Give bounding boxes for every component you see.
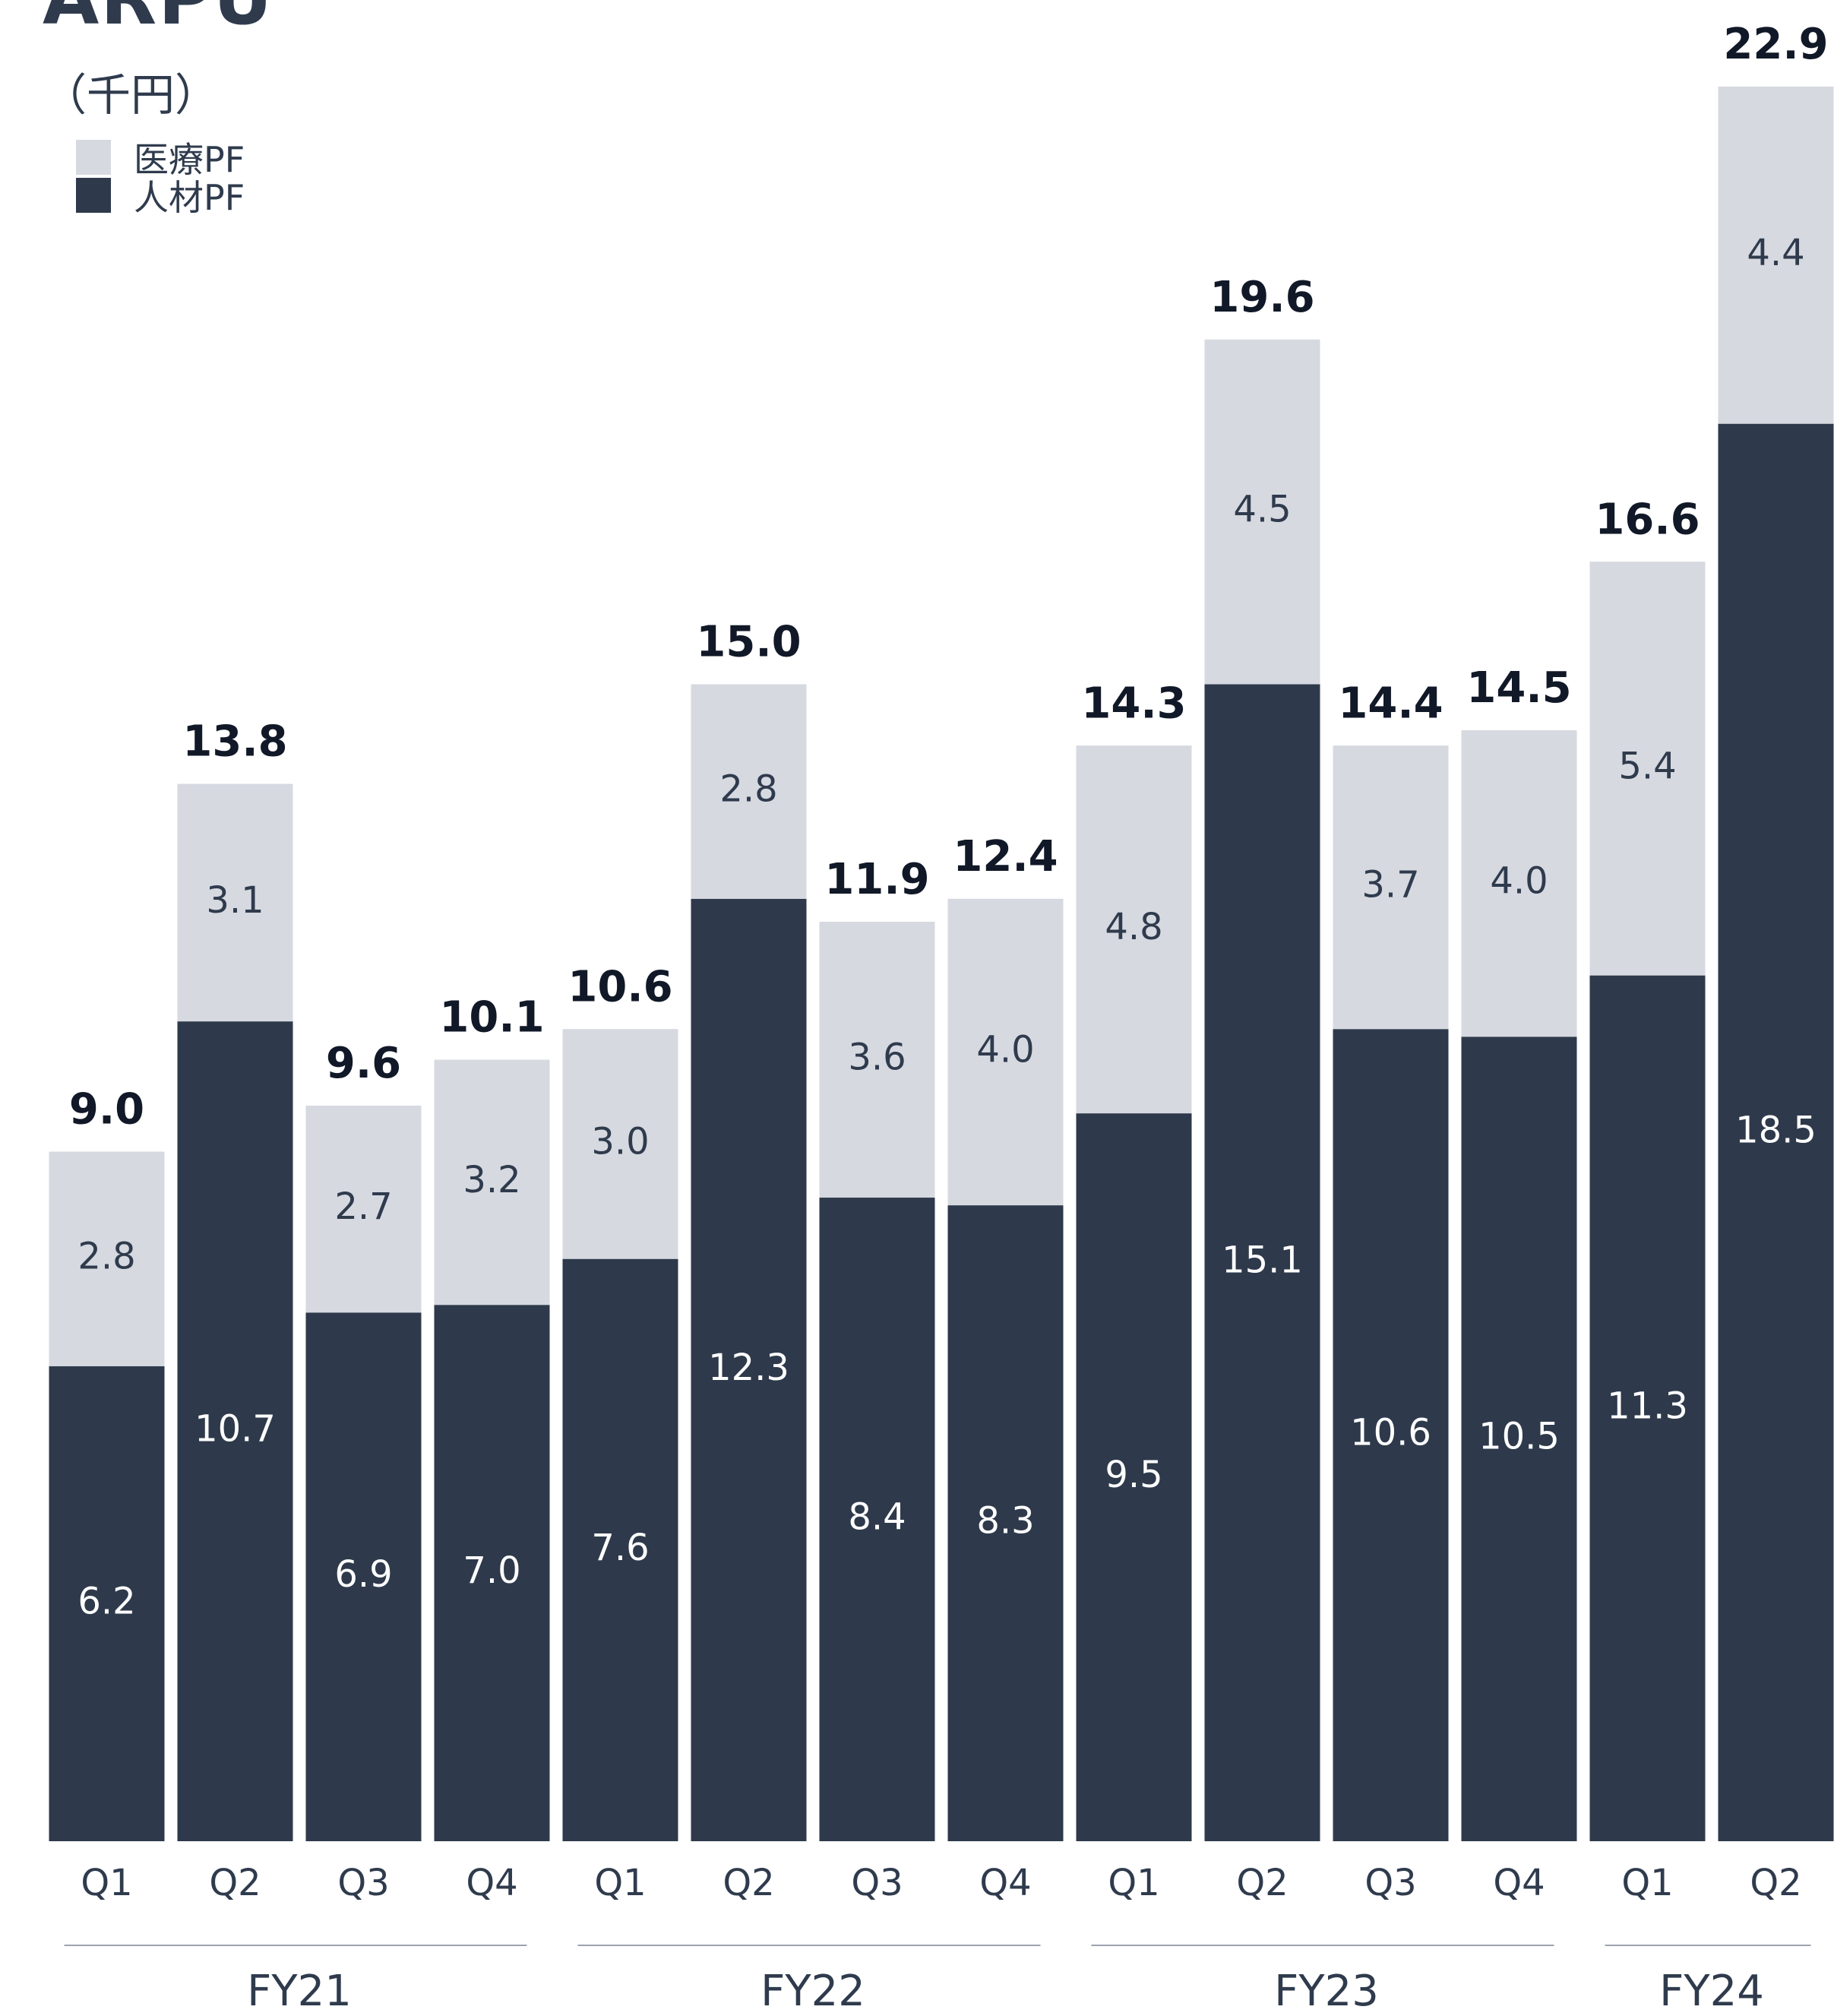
value-label-hr-pf-7: 8.3 [976,1500,1034,1543]
group-label-0: FY21 [247,1967,352,2016]
total-label-6: 11.9 [824,855,929,904]
value-label-medical-pf-4: 3.0 [591,1120,649,1163]
bar-medical-pf-2 [305,1106,422,1313]
unit-label: （千円） [43,69,220,121]
bar-hr-pf-4 [562,1258,678,1841]
bar-medical-pf-6 [819,922,935,1198]
value-label-medical-pf-12: 5.4 [1618,745,1676,787]
value-label-hr-pf-4: 7.6 [591,1527,649,1569]
bar-medical-pf-7 [947,898,1064,1206]
value-label-hr-pf-3: 7.0 [463,1549,520,1592]
legend-label-medical-pf: 医療PF [134,139,245,180]
x-tick-label-7: Q4 [979,1862,1031,1904]
legend-swatch-medical-pf [76,140,111,175]
value-label-medical-pf-13: 4.4 [1747,232,1804,274]
bar-medical-pf-5 [691,684,807,899]
total-label-11: 14.5 [1466,663,1571,713]
bar-medical-pf-11 [1461,729,1577,1037]
x-tick-label-2: Q3 [337,1862,389,1904]
bar-hr-pf-8 [1076,1113,1192,1841]
bar-hr-pf-10 [1333,1029,1449,1841]
x-tick-label-12: Q1 [1621,1862,1673,1904]
total-label-2: 9.6 [326,1039,401,1088]
bar-medical-pf-10 [1333,745,1449,1030]
bar-hr-pf-3 [434,1305,550,1841]
x-tick-label-6: Q3 [851,1862,903,1904]
bar-hr-pf-12 [1589,975,1706,1841]
bar-hr-pf-0 [49,1366,165,1841]
value-label-medical-pf-1: 3.1 [206,879,264,922]
x-tick-label-11: Q4 [1493,1862,1545,1904]
value-label-medical-pf-5: 2.8 [719,768,777,811]
total-label-7: 12.4 [953,832,1058,881]
value-label-medical-pf-2: 2.7 [334,1185,392,1228]
value-label-hr-pf-13: 18.5 [1735,1109,1817,1151]
bar-medical-pf-12 [1589,562,1706,976]
value-label-medical-pf-7: 4.0 [976,1028,1034,1071]
group-label-2: FY23 [1274,1967,1379,2016]
total-label-1: 13.8 [182,717,287,767]
bar-medical-pf-1 [177,783,293,1022]
total-label-4: 10.6 [568,962,672,1011]
bar-medical-pf-9 [1204,339,1320,685]
total-label-0: 9.0 [69,1085,144,1135]
value-label-hr-pf-12: 11.3 [1607,1385,1688,1427]
bar-medical-pf-3 [434,1059,550,1305]
value-label-medical-pf-0: 2.8 [77,1236,135,1278]
x-tick-label-9: Q2 [1236,1862,1288,1904]
value-label-hr-pf-11: 10.5 [1478,1416,1560,1458]
total-label-3: 10.1 [439,993,544,1043]
value-label-medical-pf-9: 4.5 [1233,489,1291,531]
bar-hr-pf-13 [1718,423,1834,1841]
legend-label-hr-pf: 人材PF [134,177,245,218]
legend-swatch-hr-pf [76,178,111,213]
value-label-hr-pf-5: 12.3 [708,1347,789,1389]
total-label-10: 14.4 [1338,679,1443,728]
total-label-9: 19.6 [1209,273,1314,322]
bar-hr-pf-5 [691,898,807,1841]
bar-medical-pf-0 [49,1151,165,1366]
value-label-medical-pf-3: 3.2 [463,1159,520,1201]
bar-medical-pf-4 [562,1029,678,1259]
bar-hr-pf-11 [1461,1036,1577,1841]
x-tick-label-3: Q4 [466,1862,517,1904]
value-label-hr-pf-1: 10.7 [194,1408,276,1451]
value-label-hr-pf-2: 6.9 [334,1553,392,1596]
total-label-12: 16.6 [1595,495,1700,544]
bar-hr-pf-6 [819,1198,935,1841]
x-tick-label-0: Q1 [81,1862,132,1904]
value-label-medical-pf-6: 3.6 [848,1036,906,1079]
legend-item-hr-pf: 人材PF [76,176,245,218]
value-label-hr-pf-8: 9.5 [1105,1454,1162,1496]
total-label-8: 14.3 [1081,679,1186,728]
group-label-3: FY24 [1659,1967,1764,2016]
value-label-hr-pf-9: 15.1 [1222,1239,1303,1282]
total-label-13: 22.9 [1723,20,1828,69]
value-label-hr-pf-6: 8.4 [848,1496,906,1539]
chart-title-text: ARPU [43,0,274,41]
bar-medical-pf-8 [1076,745,1192,1114]
bar-hr-pf-2 [305,1312,422,1841]
x-tick-label-4: Q1 [594,1862,646,1904]
bar-hr-pf-1 [177,1021,293,1841]
legend-item-medical-pf: 医療PF [76,138,245,180]
total-label-5: 15.0 [696,618,801,667]
x-tick-label-13: Q2 [1750,1862,1801,1904]
bar-medical-pf-13 [1718,87,1834,424]
group-label-1: FY22 [760,1967,865,2016]
value-label-medical-pf-10: 3.7 [1361,864,1419,907]
value-label-medical-pf-8: 4.8 [1105,906,1162,948]
x-tick-label-8: Q1 [1108,1862,1159,1904]
x-tick-label-1: Q2 [209,1862,261,1904]
bar-hr-pf-9 [1204,684,1320,1841]
value-label-hr-pf-10: 10.6 [1350,1412,1431,1454]
value-label-medical-pf-11: 4.0 [1490,860,1548,903]
bar-hr-pf-7 [947,1205,1064,1841]
chart-title: ARPU※ [43,0,298,41]
x-tick-label-5: Q2 [723,1862,774,1904]
x-tick-label-10: Q3 [1364,1862,1416,1904]
value-label-hr-pf-0: 6.2 [77,1580,135,1622]
legend: 医療PF 人材PF [76,138,245,218]
